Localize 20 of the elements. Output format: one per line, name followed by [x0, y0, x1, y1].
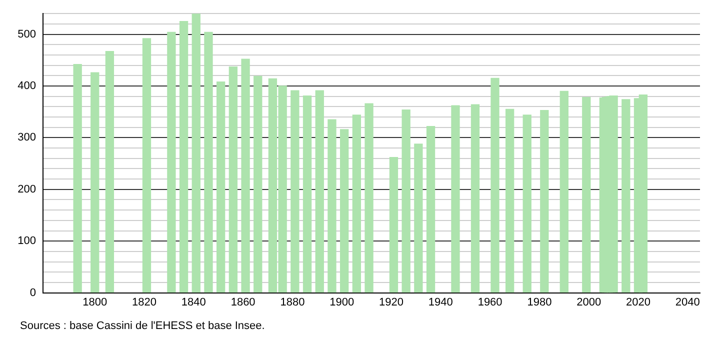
- x-tick-label: 1820: [132, 296, 157, 308]
- x-tick-label: 1900: [330, 296, 354, 308]
- x-tick-label: 1940: [428, 296, 453, 308]
- y-tick-label: 400: [18, 80, 36, 92]
- x-tick-label: 1860: [230, 296, 256, 308]
- x-tick-label: 2000: [576, 296, 602, 308]
- y-tick-label: 200: [18, 183, 36, 196]
- y-tick-label: 0: [30, 286, 36, 299]
- x-tick-label: 1800: [82, 296, 108, 308]
- source-note: Sources : base Cassini de l'EHESS et base Insee.: [20, 320, 265, 332]
- x-tick-label: 1880: [280, 296, 305, 308]
- x-tick-label: 2040: [675, 296, 700, 308]
- x-tick-label: 1980: [527, 296, 552, 308]
- y-tick-label: 300: [18, 132, 36, 144]
- x-tick-label: 1840: [181, 296, 206, 308]
- x-tick-label: 2020: [626, 296, 650, 308]
- x-tick-label: 1960: [478, 296, 502, 308]
- y-tick-label: 500: [18, 28, 36, 40]
- y-tick-label: 100: [18, 235, 36, 248]
- x-tick-label: 1920: [379, 296, 404, 308]
